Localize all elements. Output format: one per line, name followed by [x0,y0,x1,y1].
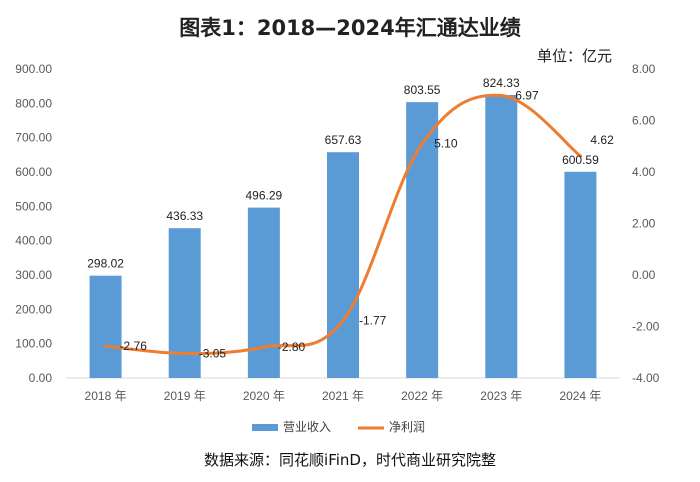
revenue-bar [564,171,597,378]
x-tick-label: 2020 年 [243,389,285,403]
legend-revenue-swatch [252,424,278,431]
y-right-tick-label: 6.00 [632,114,656,128]
y-left-tick-label: 200.00 [15,302,52,316]
net-profit-point [420,142,424,146]
x-tick-label: 2024 年 [559,389,601,403]
y-right-tick-label: 8.00 [632,62,656,76]
net-profit-point [104,344,108,348]
net-profit-data-label: -2.76 [120,339,148,353]
legend-revenue-label: 营业收入 [283,420,331,434]
y-left-tick-label: 900.00 [15,62,52,76]
net-profit-data-label: -2.80 [278,340,306,354]
x-tick-label: 2019 年 [164,389,206,403]
net-profit-point [341,319,345,323]
revenue-data-label: 803.55 [404,83,441,97]
revenue-data-label: 824.33 [483,76,520,90]
revenue-data-label: 436.33 [166,209,203,223]
net-profit-point [578,154,582,158]
net-profit-data-label: -3.05 [199,347,227,361]
source-note: 数据来源：同花顺iFinD，时代商业研究院整 [204,451,496,469]
y-left-tick-label: 700.00 [15,131,52,145]
y-right-tick-label: 2.00 [632,217,656,231]
y-right-tick-label: -2.00 [632,320,660,334]
revenue-bar [327,152,359,378]
y-right-tick-label: 0.00 [632,268,656,282]
revenue-bar [168,228,201,378]
revenue-data-label: 657.63 [325,133,362,147]
x-tick-label: 2022 年 [401,389,443,403]
legend-profit-label: 净利润 [389,420,425,434]
x-tick-label: 2023 年 [480,389,522,403]
revenue-bar [89,275,122,378]
revenue-data-label: 298.02 [87,257,124,271]
unit-label: 单位：亿元 [536,47,612,65]
x-tick-label: 2021 年 [322,389,364,403]
net-profit-data-label: 6.97 [515,89,539,103]
y-left-tick-label: 500.00 [15,199,52,213]
y-right-tick-label: -4.00 [632,371,660,385]
y-right-tick-label: 4.00 [632,165,656,179]
y-left-tick-label: 100.00 [15,337,52,351]
y-left-tick-label: 0.00 [29,371,53,385]
revenue-data-label: 600.59 [562,153,599,167]
net-profit-point [499,94,503,98]
y-left-tick-label: 600.00 [15,165,52,179]
net-profit-point [183,352,187,356]
revenue-bar [247,207,280,378]
chart-title: 图表1：2018—2024年汇通达业绩 [179,16,521,40]
net-profit-data-label: 4.62 [590,133,614,147]
net-profit-data-label: -1.77 [359,314,387,328]
x-tick-label: 2018 年 [85,389,127,403]
y-left-tick-label: 300.00 [15,268,52,282]
revenue-bar [406,102,439,378]
y-left-tick-label: 400.00 [15,234,52,248]
y-left-tick-label: 800.00 [15,96,52,110]
net-profit-data-label: 5.10 [434,137,458,151]
revenue-bar [485,94,518,378]
revenue-data-label: 496.29 [246,189,283,203]
net-profit-point [262,345,266,349]
